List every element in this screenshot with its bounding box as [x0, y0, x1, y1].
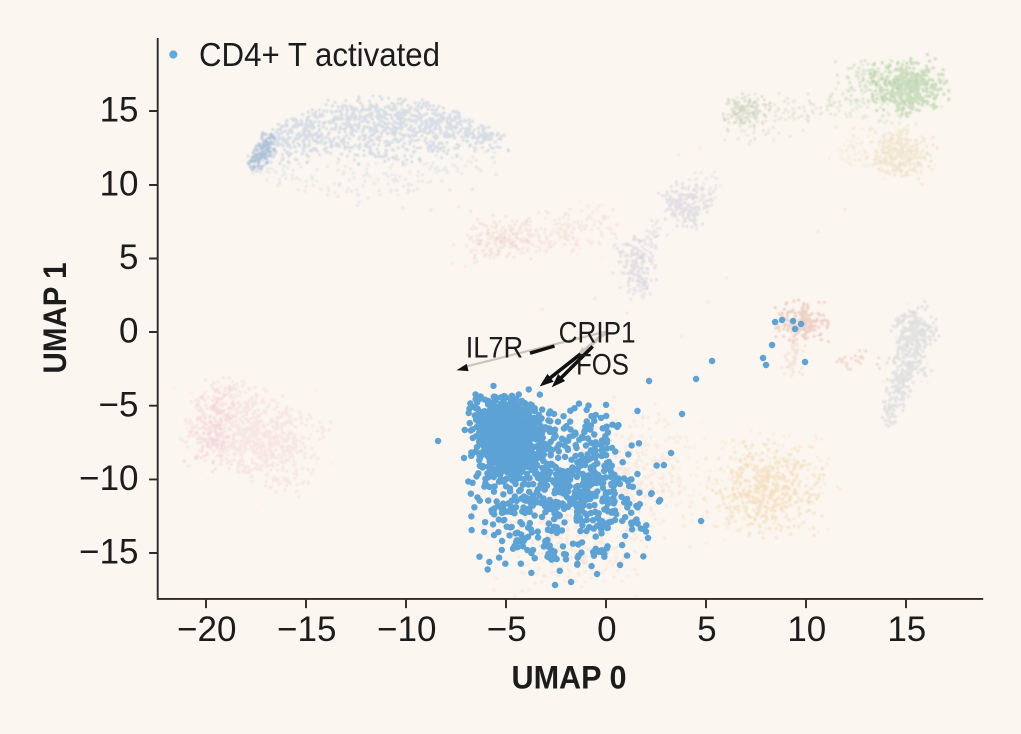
svg-text:CRIP1: CRIP1: [559, 317, 636, 350]
svg-text:UMAP 1: UMAP 1: [37, 263, 73, 374]
svg-text:−15: −15: [79, 533, 138, 572]
svg-text:10: 10: [100, 165, 139, 204]
svg-text:5: 5: [119, 238, 138, 277]
svg-text:−20: −20: [177, 610, 236, 649]
svg-text:0: 0: [119, 312, 138, 351]
svg-text:CD4+ T activated: CD4+ T activated: [199, 37, 440, 74]
svg-text:UMAP 0: UMAP 0: [512, 660, 627, 696]
svg-text:5: 5: [697, 610, 716, 649]
svg-text:−10: −10: [79, 459, 138, 498]
svg-text:15: 15: [100, 91, 139, 130]
svg-text:IL7R: IL7R: [466, 332, 524, 365]
svg-text:−5: −5: [487, 610, 527, 649]
svg-text:−15: −15: [277, 610, 336, 649]
svg-text:10: 10: [787, 610, 826, 649]
svg-text:−10: −10: [377, 610, 436, 649]
svg-text:15: 15: [887, 610, 926, 649]
svg-text:FOS: FOS: [576, 348, 629, 381]
svg-text:−5: −5: [99, 385, 139, 424]
svg-text:0: 0: [597, 610, 616, 649]
